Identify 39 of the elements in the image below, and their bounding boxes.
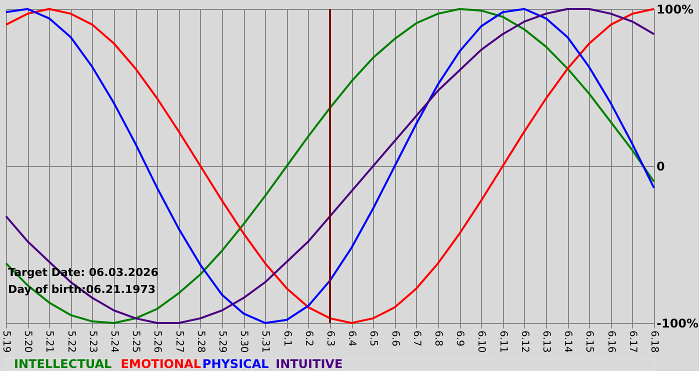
x-tick-label: 6.16 [605,330,616,353]
x-tick-label: 6.3 [324,330,336,346]
x-tick-label: 5.22 [65,330,76,353]
text: PHYSICAL [202,357,270,371]
x-tick-label: 6.17 [626,330,638,353]
x-tick-label: 6.2 [302,330,314,346]
x-tick-label: 6.6 [389,330,400,346]
x-tick-label: 6.4 [346,330,358,346]
x-tick-label: 6.18 [648,330,660,353]
x-tick-label: 6.7 [410,330,422,346]
x-tick-label: 6.9 [454,330,466,346]
x-tick-label: 5.26 [152,330,163,353]
x-tick-label: 6.12 [518,330,530,353]
x-tick-label: 5.29 [216,330,228,353]
line-series [5,8,655,324]
x-tick-label: 6.1 [281,330,292,346]
x-tick-label: 5.28 [194,330,206,353]
x-tick-label: 6.11 [497,330,508,353]
x-tick-label: 6.13 [540,330,552,353]
x-tick-label: 5.30 [238,330,250,353]
text: EMOTIONAL [120,357,202,371]
x-tick-label: 5.27 [173,330,184,353]
x-tick-label: 5.24 [108,330,120,353]
y-tick-label: 0 [656,160,665,174]
text: INTUITIVE [276,357,343,371]
x-tick-label: 5.25 [130,330,142,353]
y-tick-label: -100% [656,316,699,330]
y-tick-label: 100% [656,2,694,16]
x-tick-label: 6.15 [584,330,595,353]
x-tick-label: 5.23 [86,330,98,353]
text: INTELLECTUAL [14,357,112,371]
x-tick-label: 6.10 [476,330,487,353]
x-tick-label: 5.31 [260,330,271,353]
x-tick-label: 5.21 [44,330,55,353]
x-tick-label: 5.19 [0,330,12,353]
x-tick-label: 6.5 [368,330,379,346]
x-tick-label: 6.14 [562,330,574,353]
x-tick-label: 5.20 [22,330,34,353]
x-tick-label: 6.8 [432,330,444,346]
